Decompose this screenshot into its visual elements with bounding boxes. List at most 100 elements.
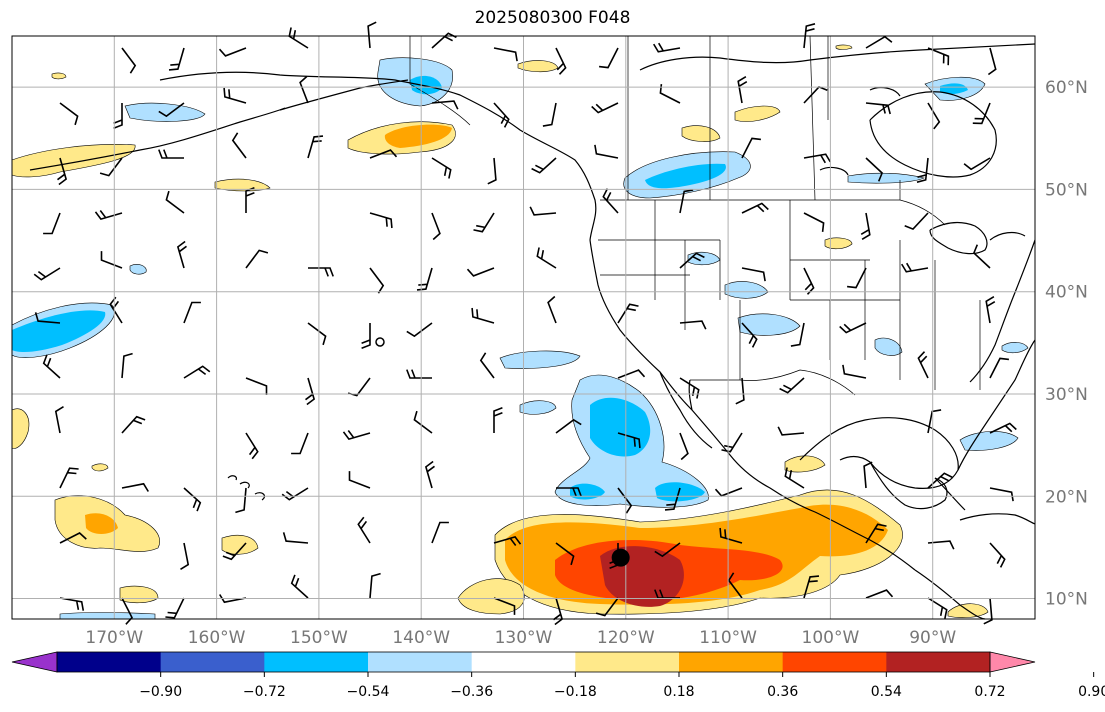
- wind-barb: [987, 47, 997, 76]
- coast-florida: [957, 339, 1036, 471]
- wind-barb: [369, 212, 393, 229]
- wind-barb: [865, 523, 887, 544]
- wind-barb: [865, 589, 894, 599]
- wind-barb: [406, 369, 432, 379]
- wind-barb: [594, 144, 619, 159]
- wind-barb: [369, 572, 381, 599]
- wind-barb: [222, 542, 247, 561]
- wind-barb: [479, 352, 495, 379]
- negative-anomaly-lakes: [847, 172, 925, 184]
- wind-barb: [431, 100, 459, 110]
- wind-barb: [307, 135, 324, 159]
- wind-barb: [100, 251, 123, 269]
- wind-barb: [367, 21, 377, 49]
- anomaly-shading: [11, 44, 1029, 620]
- wind-barb: [168, 47, 185, 71]
- wind-barb: [591, 102, 619, 114]
- wind-barb: [904, 212, 929, 231]
- wind-barb: [679, 189, 694, 214]
- latitude-label: 50°N: [1045, 180, 1088, 200]
- positive-anomaly-canada-2: [734, 105, 781, 122]
- wind-barb: [901, 262, 929, 273]
- wind-barb: [493, 102, 510, 128]
- colorbar-segment: [575, 652, 680, 672]
- wind-barb: [927, 540, 955, 550]
- wind-barb: [927, 102, 941, 130]
- longitude-label: 120°W: [597, 628, 655, 648]
- wind-barb: [777, 426, 805, 436]
- wind-barb: [471, 307, 495, 324]
- wind-barb: [42, 354, 61, 379]
- wind-barb: [342, 430, 371, 441]
- longitude-label: 150°W: [290, 628, 348, 648]
- wind-barb: [679, 320, 707, 330]
- wind-barb: [299, 75, 309, 104]
- wind-barb: [308, 267, 334, 277]
- wind-barb: [158, 149, 184, 159]
- wind-barb: [245, 187, 255, 213]
- storm-center-marker: [611, 548, 630, 567]
- negative-anomaly-canada-blue: [645, 163, 726, 189]
- border-alaska-canada: [409, 36, 471, 126]
- coast-west-us: [589, 239, 916, 571]
- border-us-canada: [600, 180, 946, 226]
- wind-barb: [305, 377, 316, 406]
- wind-barb: [860, 212, 871, 240]
- wind-barb: [231, 132, 247, 159]
- wind-barb: [487, 157, 497, 185]
- wind-barb: [493, 535, 522, 546]
- wind-barb: [121, 482, 149, 492]
- wind-barb: [963, 157, 991, 171]
- wind-barb: [790, 322, 805, 347]
- negative-anomaly-alaska-blue: [410, 75, 442, 95]
- latitude-label: 60°N: [1045, 78, 1088, 98]
- positive-anomaly-small-3: [51, 72, 67, 80]
- wind-barb: [218, 47, 247, 57]
- wind-barb: [348, 471, 371, 489]
- wind-barb: [183, 365, 211, 379]
- colorbar-tick-label: −0.54: [347, 684, 390, 700]
- wind-barb: [972, 244, 991, 269]
- wind-barb: [113, 103, 123, 129]
- wind-barb: [369, 267, 385, 294]
- border-canada-provinces: [627, 35, 829, 201]
- wind-barb: [989, 542, 1006, 568]
- wind-barb: [617, 303, 639, 324]
- wind-barb: [473, 212, 495, 233]
- wind-barb: [291, 432, 309, 455]
- wind-barb: [529, 206, 557, 216]
- wind-barb: [599, 47, 619, 69]
- wind-barb: [839, 322, 867, 334]
- wind-barb: [59, 597, 85, 611]
- wind-barb: [369, 149, 398, 159]
- wind-barb: [542, 102, 557, 127]
- wind-barb: [784, 467, 805, 489]
- wind-barb: [803, 23, 816, 49]
- coast-great-lakes: [929, 221, 1026, 255]
- coast-alaska-peninsula: [279, 79, 409, 111]
- colorbar-segment: [679, 652, 784, 672]
- longitude-label: 90°W: [909, 628, 956, 648]
- wind-barb: [43, 212, 61, 235]
- positive-anomaly-canada: [681, 125, 721, 142]
- wind-barb: [290, 574, 309, 599]
- wind-barb: [493, 407, 503, 433]
- coast-cuba: [959, 513, 1036, 525]
- colorbar-tick-label: −0.90: [139, 684, 182, 700]
- wind-barb: [493, 597, 516, 615]
- wind-barb: [245, 377, 268, 395]
- wind-barb: [927, 47, 950, 66]
- coast-alaska-north: [159, 71, 597, 241]
- wind-barb: [602, 188, 619, 214]
- colorbar-tick-label: 0.72: [974, 684, 1005, 700]
- wind-barb: [842, 364, 867, 379]
- colorbar-segment: [368, 652, 473, 672]
- negative-anomaly-east-2: [1001, 342, 1029, 354]
- wind-barb: [803, 153, 831, 164]
- colorbar-tick-label: −0.18: [554, 684, 597, 700]
- wind-barb: [617, 369, 646, 379]
- longitude-label: 100°W: [802, 628, 860, 648]
- wind-barb: [555, 418, 582, 434]
- wind-barb: [779, 377, 805, 394]
- wind-barb: [424, 460, 435, 489]
